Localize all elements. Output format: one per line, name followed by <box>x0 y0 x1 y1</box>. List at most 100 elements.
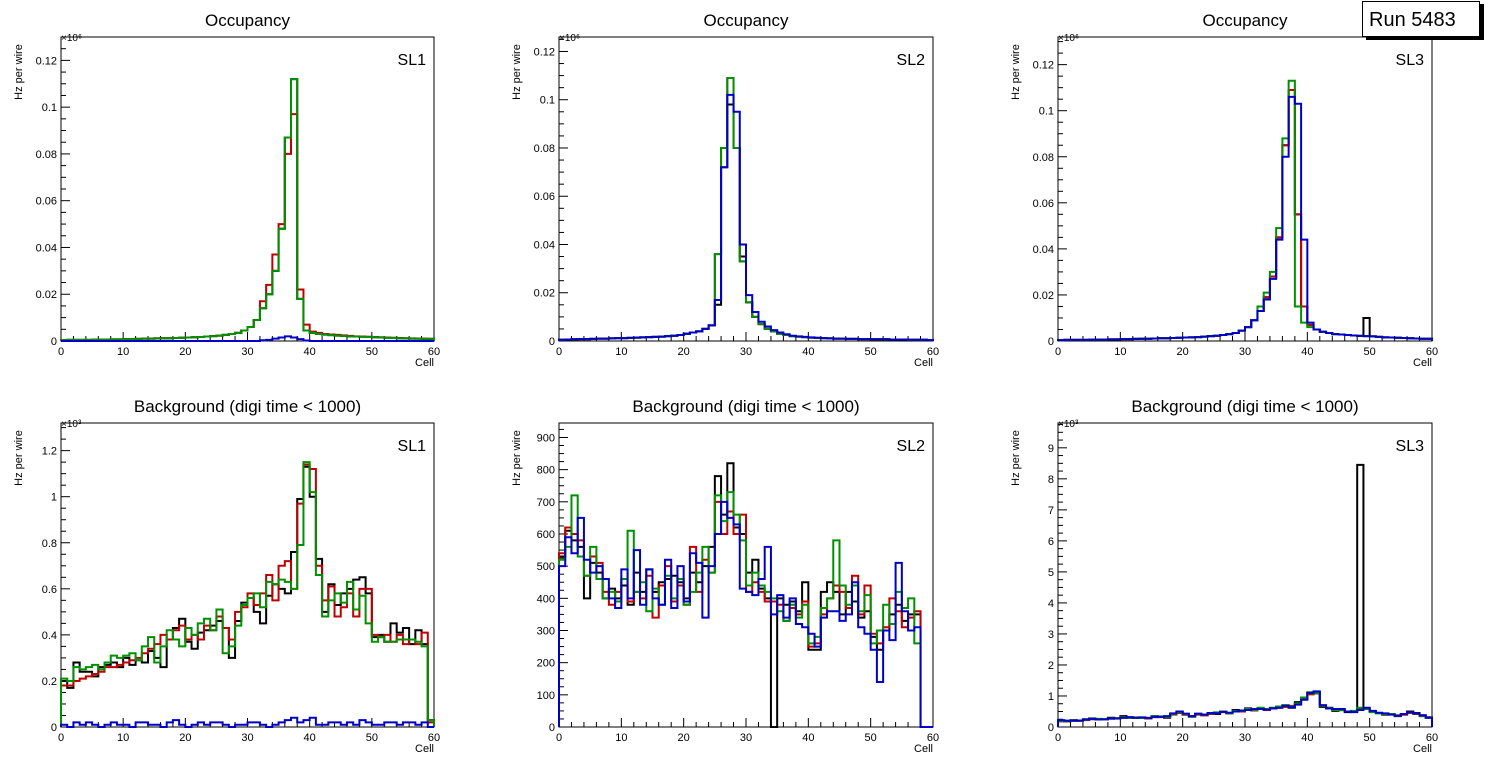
x-tick-label: 50 <box>366 732 378 744</box>
series-black <box>1057 88 1433 342</box>
y-tick-label: 300 <box>537 625 555 637</box>
x-tick-label: 10 <box>1114 346 1126 358</box>
x-tick-label: 10 <box>117 732 129 744</box>
x-tick-label: 30 <box>740 732 752 744</box>
x-axis-label: Cell <box>914 743 933 755</box>
x-tick-label: 40 <box>1301 346 1313 358</box>
series-red <box>558 500 933 728</box>
y-axis-label: Hz per wire <box>1010 44 1022 100</box>
x-tick-label: 0 <box>556 346 562 358</box>
y-exponent-label: ×10⁶ <box>1058 33 1079 44</box>
panel-label: SL3 <box>1396 438 1425 455</box>
y-tick-label: 0.04 <box>36 242 57 254</box>
series-green <box>1057 79 1433 342</box>
y-tick-label: 600 <box>537 529 555 541</box>
panel-label: SL1 <box>398 52 427 69</box>
x-axis-label: Cell <box>914 357 933 369</box>
x-tick-label: 0 <box>1055 346 1061 358</box>
y-tick-label: 0.1 <box>1039 106 1054 118</box>
x-tick-label: 40 <box>802 346 814 358</box>
series-blue <box>558 93 934 342</box>
x-tick-label: 60 <box>927 732 939 744</box>
x-tick-label: 0 <box>1055 732 1061 744</box>
y-tick-label: 9 <box>1048 443 1054 455</box>
y-tick-label: 0 <box>51 722 57 734</box>
y-tick-label: 7 <box>1048 505 1054 517</box>
y-tick-label: 0.12 <box>36 55 57 67</box>
x-tick-label: 40 <box>1301 732 1313 744</box>
y-axis-label: Hz per wire <box>511 430 523 486</box>
panel-label: SL2 <box>897 52 926 69</box>
plot-frame <box>1057 422 1433 728</box>
y-tick-label: 0.06 <box>1033 198 1054 210</box>
y-tick-label: 4 <box>1048 598 1054 610</box>
y-tick-label: 0 <box>1048 722 1054 734</box>
x-tick-label: 60 <box>1426 732 1438 744</box>
x-tick-label: 60 <box>927 346 939 358</box>
x-tick-label: 10 <box>615 346 627 358</box>
y-tick-label: 1 <box>51 492 57 504</box>
x-tick-label: 40 <box>304 346 316 358</box>
panel-label: SL2 <box>897 438 926 455</box>
x-tick-label: 40 <box>304 732 316 744</box>
series-black <box>1057 463 1433 727</box>
x-axis-label: Cell <box>1413 357 1432 369</box>
x-tick-label: 50 <box>865 346 877 358</box>
y-tick-label: 0.4 <box>42 630 57 642</box>
y-tick-label: 5 <box>1048 567 1054 579</box>
x-tick-label: 60 <box>428 346 440 358</box>
panel-label: SL3 <box>1396 52 1425 69</box>
x-tick-label: 10 <box>117 346 129 358</box>
y-tick-label: 0.06 <box>534 191 555 203</box>
y-tick-label: 0.12 <box>1033 60 1054 72</box>
y-tick-label: 700 <box>537 497 555 509</box>
x-tick-label: 30 <box>241 732 253 744</box>
y-tick-label: 0.6 <box>42 584 57 596</box>
series-red <box>1057 88 1433 342</box>
y-exponent-label: ×10³ <box>61 419 82 430</box>
x-tick-label: 30 <box>1239 346 1251 358</box>
chart-title: Occupancy <box>703 11 789 30</box>
y-exponent-label: ×10³ <box>1058 419 1079 430</box>
x-tick-label: 50 <box>865 732 877 744</box>
x-tick-label: 50 <box>1364 346 1376 358</box>
y-tick-label: 0.8 <box>42 538 57 550</box>
series-red <box>60 113 435 342</box>
x-tick-label: 30 <box>241 346 253 358</box>
series-blue <box>60 716 434 728</box>
series-red <box>60 463 435 727</box>
series-blue <box>1057 95 1433 342</box>
y-tick-label: 0.12 <box>534 46 555 58</box>
series-blue <box>558 500 933 728</box>
x-tick-label: 50 <box>366 346 378 358</box>
y-tick-label: 3 <box>1048 629 1054 641</box>
y-tick-label: 500 <box>537 561 555 573</box>
x-tick-label: 60 <box>1426 346 1438 358</box>
y-tick-label: 0.04 <box>534 239 555 251</box>
y-tick-label: 800 <box>537 465 555 477</box>
y-tick-label: 0 <box>549 336 555 348</box>
plot-frame <box>1057 36 1433 342</box>
y-tick-label: 8 <box>1048 474 1054 486</box>
y-tick-label: 0.02 <box>36 289 57 301</box>
y-tick-label: 0 <box>549 722 555 734</box>
x-tick-label: 10 <box>1114 732 1126 744</box>
chart-panel-5: Background (digi time < 1000) SL2 0 10 20 30 4… <box>511 397 939 755</box>
y-tick-label: 0 <box>1048 336 1054 348</box>
x-axis-label: Cell <box>415 357 434 369</box>
y-axis-label: Hz per wire <box>511 44 523 100</box>
y-tick-label: 1.2 <box>42 446 57 458</box>
x-tick-label: 40 <box>802 732 814 744</box>
y-axis-label: Hz per wire <box>1010 430 1022 486</box>
panel-label: SL1 <box>398 438 427 455</box>
x-tick-label: 20 <box>1177 732 1189 744</box>
series-green <box>558 77 934 342</box>
chart-title: Occupancy <box>205 11 291 30</box>
x-tick-label: 20 <box>179 346 191 358</box>
x-tick-label: 50 <box>1364 732 1376 744</box>
